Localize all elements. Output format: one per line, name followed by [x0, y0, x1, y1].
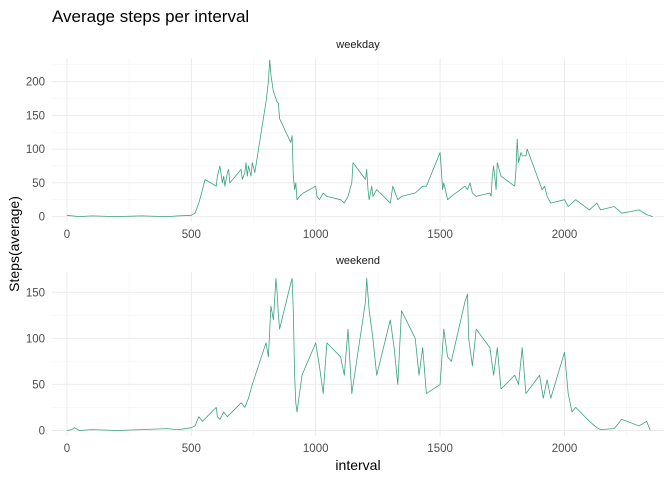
y-tick-label: 150: [26, 110, 45, 122]
panel-strip-label-weekend: weekend: [335, 255, 380, 267]
x-tick-label: 1000: [303, 229, 329, 241]
x-tick-label: 0: [64, 229, 70, 241]
series-line-weekend: [66, 277, 651, 431]
y-tick-label: 0: [39, 212, 45, 224]
x-tick-label: 1500: [427, 443, 453, 455]
y-tick-label: 200: [26, 77, 45, 89]
y-tick-label: 150: [26, 287, 45, 299]
series-line-weekday: [66, 59, 653, 218]
y-tick-label: 100: [26, 333, 45, 345]
y-axis-title: Steps(average): [6, 196, 22, 292]
chart-title: Average steps per interval: [52, 7, 249, 26]
x-tick-label: 2000: [552, 443, 578, 455]
y-tick-label: 100: [26, 144, 45, 156]
x-axis-title: interval: [335, 457, 380, 473]
y-tick-label: 50: [32, 379, 45, 391]
x-tick-label: 500: [182, 229, 201, 241]
x-tick-label: 500: [182, 443, 201, 455]
panel-strip-label-weekday: weekday: [335, 39, 380, 51]
y-tick-label: 0: [39, 425, 45, 437]
x-tick-label: 1000: [303, 443, 329, 455]
y-tick-label: 50: [32, 178, 45, 190]
x-tick-label: 1500: [427, 229, 453, 241]
x-tick-label: 2000: [552, 229, 578, 241]
x-tick-label: 0: [64, 443, 70, 455]
